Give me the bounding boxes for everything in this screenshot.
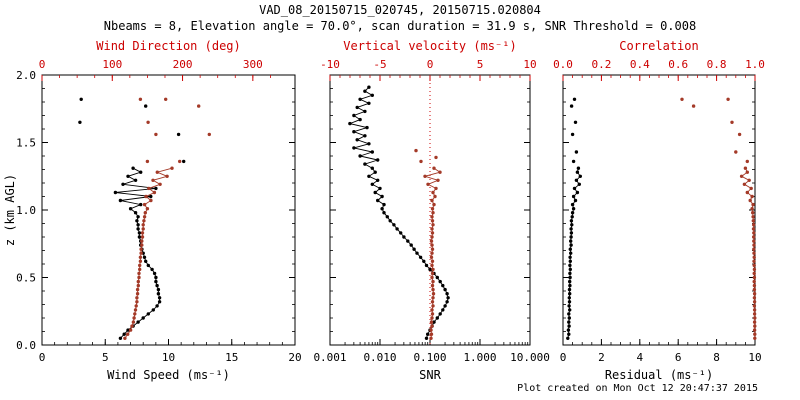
svg-text:5: 5: [102, 351, 109, 364]
series-residual: [566, 166, 582, 340]
series-wind-speed-upper: [78, 97, 186, 164]
svg-text:0.5: 0.5: [16, 272, 36, 285]
svg-text:0.0: 0.0: [16, 339, 36, 352]
svg-text:SNR: SNR: [419, 368, 441, 382]
svg-text:0.010: 0.010: [363, 351, 396, 364]
svg-text:0: 0: [427, 58, 434, 71]
svg-text:-5: -5: [373, 58, 386, 71]
svg-text:Correlation: Correlation: [619, 39, 698, 53]
svg-text:2: 2: [598, 351, 605, 364]
svg-text:Wind Speed (ms⁻¹): Wind Speed (ms⁻¹): [107, 368, 230, 382]
svg-text:20: 20: [288, 351, 301, 364]
svg-text:z (km AGL): z (km AGL): [3, 174, 17, 246]
series-wind-direction: [123, 166, 174, 340]
svg-text:0.2: 0.2: [591, 58, 611, 71]
plot-timestamp: Plot created on Mon Oct 12 20:47:37 2015: [517, 383, 758, 394]
series-wind-direction-upper: [138, 97, 211, 164]
svg-text:200: 200: [173, 58, 193, 71]
svg-text:0.001: 0.001: [313, 351, 346, 364]
svg-text:0: 0: [39, 58, 46, 71]
svg-text:2.0: 2.0: [16, 69, 36, 82]
svg-text:8: 8: [713, 351, 720, 364]
svg-text:4: 4: [636, 351, 643, 364]
svg-text:10: 10: [748, 351, 761, 364]
svg-text:-10: -10: [320, 58, 340, 71]
series-vertical-velocity: [423, 166, 442, 340]
panel-residual: 0 2 4 6 8 10 Residual (ms⁻¹) 0.0 0.2 0.4 0.6 0.8 1.0…: [553, 39, 765, 382]
svg-text:5: 5: [477, 58, 484, 71]
svg-text:Residual (ms⁻¹): Residual (ms⁻¹): [605, 368, 713, 382]
svg-text:10: 10: [523, 58, 536, 71]
svg-text:0: 0: [39, 351, 46, 364]
svg-text:1.0: 1.0: [745, 58, 765, 71]
svg-text:Wind Direction (deg): Wind Direction (deg): [96, 39, 241, 53]
panel-snr: 0.001 0.010 0.100 1.000 10.000 SNR -10 -5 0 5 10 Ve…: [313, 39, 549, 382]
svg-text:0.6: 0.6: [668, 58, 688, 71]
series-correlation-upper: [680, 97, 749, 164]
series-vertical-velocity-upper: [414, 148, 438, 164]
svg-text:1.5: 1.5: [16, 137, 36, 150]
plot-title: VAD_08_20150715_020745, 20150715.020804: [259, 3, 541, 17]
svg-text:0: 0: [560, 351, 567, 364]
svg-text:6: 6: [675, 351, 682, 364]
svg-text:0.100: 0.100: [413, 351, 446, 364]
svg-text:100: 100: [102, 58, 122, 71]
svg-text:10: 10: [162, 351, 175, 364]
svg-text:300: 300: [243, 58, 263, 71]
series-correlation: [739, 166, 757, 340]
svg-text:0.0: 0.0: [553, 58, 573, 71]
svg-text:0.4: 0.4: [630, 58, 650, 71]
svg-text:1.000: 1.000: [463, 351, 496, 364]
svg-text:0.8: 0.8: [707, 58, 727, 71]
svg-text:1.0: 1.0: [16, 204, 36, 217]
series-residual-upper: [569, 97, 579, 164]
plot-subtitle: Nbeams = 8, Elevation angle = 70.0°, sca…: [103, 19, 697, 33]
svg-text:10.000: 10.000: [510, 351, 550, 364]
svg-text:15: 15: [225, 351, 238, 364]
svg-text:Vertical velocity (ms⁻¹): Vertical velocity (ms⁻¹): [343, 39, 516, 53]
